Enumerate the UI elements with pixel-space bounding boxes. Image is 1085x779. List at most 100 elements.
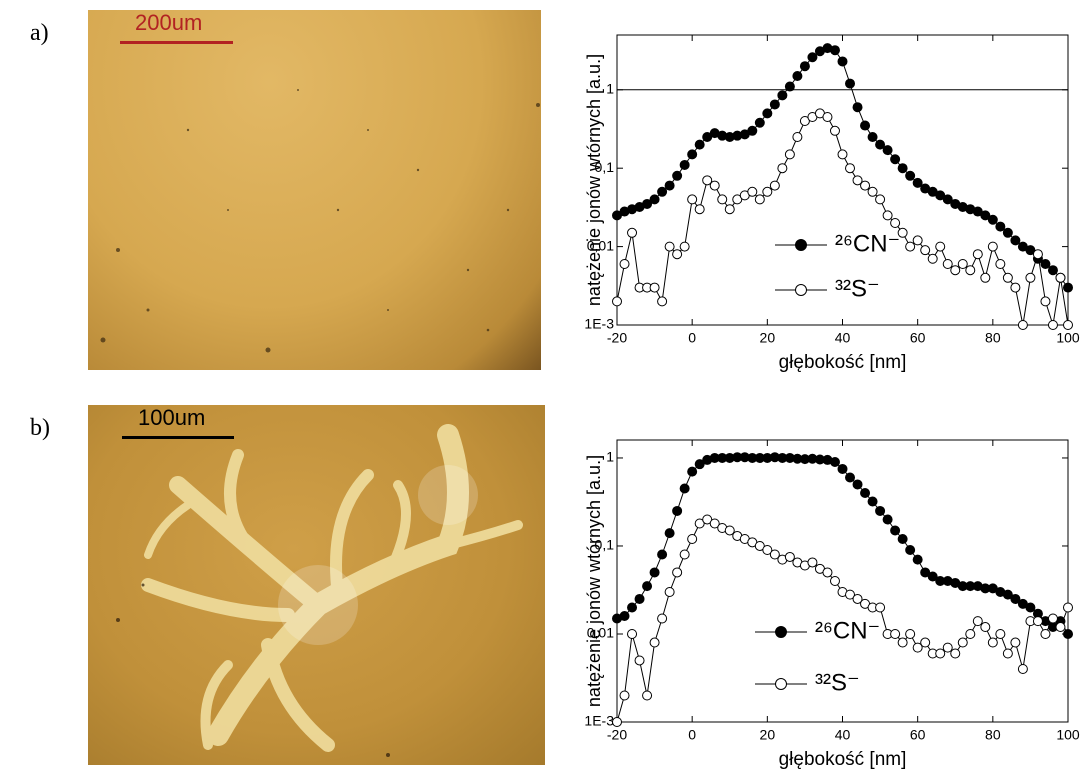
- data-point: [755, 195, 764, 204]
- data-point: [876, 506, 885, 515]
- data-point: [973, 250, 982, 259]
- x-axis-label: głębokość [nm]: [779, 749, 907, 770]
- data-point: [688, 467, 697, 476]
- data-point: [913, 178, 922, 187]
- data-point: [883, 146, 892, 155]
- data-point: [943, 643, 952, 652]
- data-point: [898, 164, 907, 173]
- data-point: [793, 133, 802, 142]
- x-tick-label: 80: [985, 330, 1001, 346]
- data-point: [921, 638, 930, 647]
- data-point: [763, 109, 772, 118]
- data-point: [808, 558, 817, 567]
- data-point: [906, 242, 915, 251]
- data-point: [673, 506, 682, 515]
- data-point: [868, 187, 877, 196]
- data-point: [628, 629, 637, 638]
- data-point: [838, 464, 847, 473]
- legend-marker: [776, 679, 787, 690]
- data-point: [996, 259, 1005, 268]
- data-point: [748, 187, 757, 196]
- data-point: [1041, 259, 1050, 268]
- data-point: [785, 150, 794, 159]
- data-point: [830, 577, 839, 586]
- data-point: [710, 181, 719, 190]
- legend-marker: [796, 240, 807, 251]
- data-point: [861, 488, 870, 497]
- data-point: [883, 211, 892, 220]
- data-point: [785, 82, 794, 91]
- data-point: [635, 656, 644, 665]
- figure: a) b) 200um: [0, 0, 1085, 779]
- data-point: [846, 164, 855, 173]
- data-point: [1056, 623, 1065, 632]
- data-point: [688, 195, 697, 204]
- data-point: [943, 259, 952, 268]
- data-point: [853, 480, 862, 489]
- data-point: [680, 160, 689, 169]
- data-point: [996, 629, 1005, 638]
- x-tick-label: 80: [985, 727, 1001, 743]
- data-point: [853, 103, 862, 112]
- data-point: [613, 718, 622, 727]
- data-point: [748, 126, 757, 135]
- data-point: [688, 535, 697, 544]
- data-point: [838, 57, 847, 66]
- data-point: [755, 118, 764, 127]
- data-point: [951, 266, 960, 275]
- data-point: [830, 46, 839, 55]
- data-point: [620, 691, 629, 700]
- legend-label: ³²S⁻: [815, 669, 860, 696]
- data-point: [958, 638, 967, 647]
- data-point: [1064, 321, 1073, 330]
- data-point: [928, 254, 937, 263]
- data-point: [936, 242, 945, 251]
- data-point: [898, 228, 907, 237]
- data-point: [958, 259, 967, 268]
- y-axis-label: natężenie jonów wtórnych [a.u.]: [584, 54, 604, 306]
- data-point: [838, 150, 847, 159]
- data-point: [1048, 321, 1057, 330]
- data-point: [1064, 603, 1073, 612]
- data-point: [770, 100, 779, 109]
- legend-label: ³²S⁻: [835, 275, 880, 302]
- data-point: [680, 550, 689, 559]
- data-point: [996, 222, 1005, 231]
- data-point: [981, 273, 990, 282]
- y-tick-label: 1: [606, 81, 614, 97]
- y-tick-label: 1: [606, 449, 614, 465]
- data-point: [988, 215, 997, 224]
- x-axis-label: głębokość [nm]: [779, 352, 907, 373]
- data-point: [695, 140, 704, 149]
- x-tick-label: -20: [607, 727, 627, 743]
- x-tick-label: 20: [760, 330, 776, 346]
- data-point: [906, 629, 915, 638]
- data-point: [665, 181, 674, 190]
- data-point: [936, 649, 945, 658]
- data-point: [718, 195, 727, 204]
- data-point: [673, 171, 682, 180]
- data-point: [891, 218, 900, 227]
- x-tick-label: 100: [1056, 330, 1080, 346]
- data-point: [1018, 665, 1027, 674]
- data-point: [868, 133, 877, 142]
- data-point: [680, 242, 689, 251]
- data-point: [778, 91, 787, 100]
- data-point: [830, 126, 839, 135]
- data-point: [1011, 638, 1020, 647]
- data-point: [1003, 273, 1012, 282]
- x-tick-label: 40: [835, 727, 851, 743]
- data-point: [823, 112, 832, 121]
- x-tick-label: 100: [1056, 727, 1080, 743]
- data-point: [846, 473, 855, 482]
- x-tick-label: -20: [607, 330, 627, 346]
- data-point: [688, 150, 697, 159]
- data-point: [1003, 228, 1012, 237]
- data-point: [800, 62, 809, 71]
- data-point: [620, 612, 629, 621]
- data-point: [921, 246, 930, 255]
- data-point: [650, 195, 659, 204]
- data-point: [988, 638, 997, 647]
- data-point: [650, 283, 659, 292]
- legend-marker: [796, 285, 807, 296]
